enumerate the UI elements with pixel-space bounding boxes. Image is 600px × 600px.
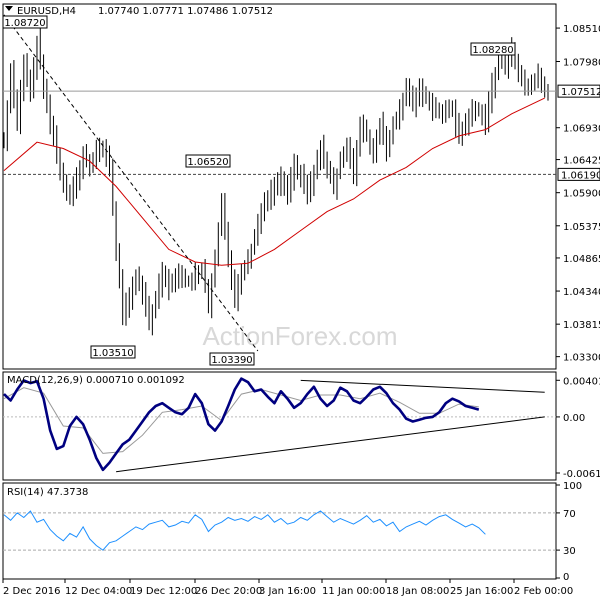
x-tick-label: 12 Dec 04:00 (65, 586, 132, 597)
macd-series-layer (3, 377, 556, 473)
price-tick-label: 1.05375 (563, 222, 600, 233)
price-axis-marker-label: 1.06190 (561, 170, 600, 181)
price-annotation-label: 1.03510 (92, 348, 133, 359)
y-axis-labels: 1.08510 1.07980 1.06930 1.06425 1.05900 1.053… (556, 24, 600, 583)
x-tick-label: 2 Dec 2016 (3, 586, 61, 597)
price-annotation-box (185, 154, 231, 168)
price-annotation-label: 1.08280 (472, 45, 513, 56)
price-tick-label: 1.03300 (563, 353, 600, 364)
price-tick-label: 1.05900 (563, 189, 600, 200)
x-tick-label: 18 Jan 08:00 (386, 586, 449, 597)
price-series-layer: 1.08720 1.03510 1.06520 1.03390 1.08280 (2, 14, 556, 366)
price-tick-label: 1.04340 (563, 287, 600, 298)
collapse-triangle-icon (5, 6, 13, 11)
price-tick-label: 1.07980 (563, 57, 600, 68)
price-axis-marker (557, 84, 600, 98)
price-annotation-box (209, 352, 255, 366)
price-panel (2, 3, 557, 370)
price-tick-label: 1.08510 (563, 24, 600, 35)
price-annotation-box (90, 345, 136, 359)
x-tick-label: 11 Jan 00:00 (322, 586, 385, 597)
x-tick-label: 3 Jan 16:00 (259, 586, 316, 597)
rsi-panel (2, 482, 557, 580)
price-panel-title: EURUSD,H4 (17, 6, 76, 17)
rsi-tick-label: 30 (563, 546, 576, 557)
macd-main-line (3, 377, 480, 472)
macd-panel-title: MACD(12,26,9) 0.000710 0.001092 (7, 375, 185, 386)
price-tick-label: 1.06930 (563, 124, 600, 135)
rsi-panel-title: RSI(14) 47.3738 (7, 487, 88, 498)
price-annotation-box (2, 15, 48, 29)
price-downtrend-line (3, 14, 259, 352)
x-tick-label: 25 Jan 16:00 (450, 586, 513, 597)
price-axis-marker-label: 1.07512 (561, 87, 600, 98)
rsi-tick-label: 70 (563, 509, 576, 520)
watermark: ActionForex.com (202, 321, 397, 351)
moving-average-line (3, 97, 545, 266)
macd-tick-label: 0.004011 (563, 376, 600, 387)
macd-upper-trendline (300, 379, 545, 393)
macd-signal-line (3, 387, 479, 454)
price-axis-marker (557, 167, 600, 181)
rsi-tick-label: 0 (563, 572, 569, 583)
price-tick-label: 1.04865 (563, 254, 600, 265)
price-annotation-box (470, 42, 516, 56)
macd-panel (2, 371, 557, 481)
x-tick-label: 2 Feb 00:00 (514, 586, 573, 597)
ohlc-readout: 1.07740 1.07771 1.07486 1.07512 (98, 6, 273, 17)
x-tick-label: 26 Dec 20:00 (195, 586, 262, 597)
rsi-line (3, 510, 486, 551)
price-annotation-label: 1.08720 (4, 18, 45, 29)
rsi-tick-label: 100 (563, 481, 582, 492)
price-annotation-label: 1.06520 (187, 157, 228, 168)
macd-lower-trendline (116, 416, 545, 473)
price-annotation-label: 1.03390 (211, 355, 252, 366)
price-tick-label: 1.03815 (563, 320, 600, 331)
macd-tick-label: 0.00 (563, 413, 585, 424)
rsi-series-layer (3, 510, 556, 551)
x-tick-label: 19 Dec 12:00 (130, 586, 197, 597)
macd-tick-label: -0.006143 (563, 469, 600, 480)
price-tick-label: 1.06425 (563, 156, 600, 167)
